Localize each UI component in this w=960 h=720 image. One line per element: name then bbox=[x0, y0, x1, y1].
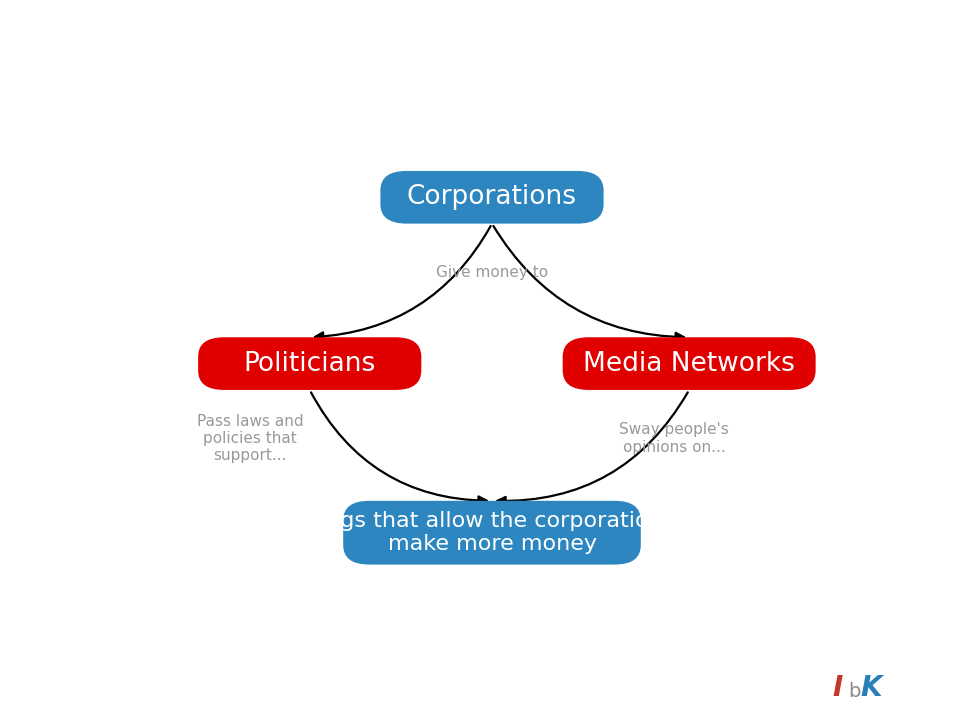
Text: I: I bbox=[833, 674, 843, 701]
Text: Politicians: Politicians bbox=[244, 351, 376, 377]
Text: Things that allow the corporation to
make more money: Things that allow the corporation to mak… bbox=[292, 511, 692, 554]
Text: Media Networks: Media Networks bbox=[584, 351, 795, 377]
Text: Sway people's
opinions on...: Sway people's opinions on... bbox=[619, 422, 730, 454]
Text: Corporations: Corporations bbox=[407, 184, 577, 210]
FancyBboxPatch shape bbox=[198, 337, 421, 390]
Text: Pass laws and
policies that
support...: Pass laws and policies that support... bbox=[197, 413, 303, 464]
FancyBboxPatch shape bbox=[380, 171, 604, 224]
FancyBboxPatch shape bbox=[563, 337, 816, 390]
Text: b: b bbox=[849, 682, 860, 701]
Text: Give money to: Give money to bbox=[436, 265, 548, 279]
FancyBboxPatch shape bbox=[344, 501, 641, 564]
Text: K: K bbox=[860, 674, 881, 701]
